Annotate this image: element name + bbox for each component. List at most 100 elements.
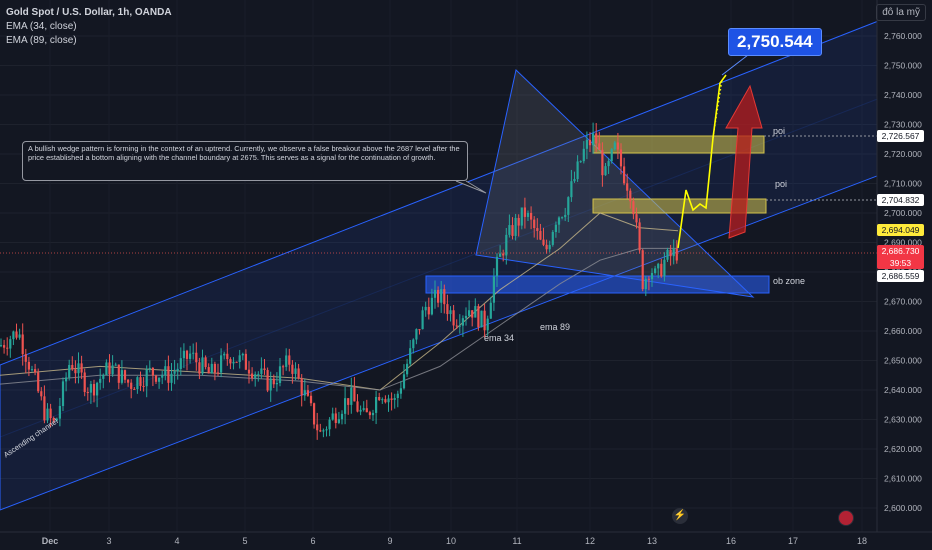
candle-body[interactable] <box>263 368 266 371</box>
candle-body[interactable] <box>570 181 573 198</box>
candle-body[interactable] <box>595 133 598 144</box>
candle-body[interactable] <box>613 142 616 150</box>
candle-body[interactable] <box>650 272 654 280</box>
candle-body[interactable] <box>260 368 263 374</box>
candle-body[interactable] <box>176 369 179 372</box>
candle-body[interactable] <box>65 377 68 382</box>
candle-body[interactable] <box>582 148 585 162</box>
candle-body[interactable] <box>585 139 588 149</box>
candle-body[interactable] <box>663 259 666 277</box>
target-price-label[interactable]: 2,750.544 <box>728 28 822 56</box>
candle-body[interactable] <box>567 197 570 215</box>
candle-body[interactable] <box>182 350 185 359</box>
candle-body[interactable] <box>216 372 220 374</box>
candle-body[interactable] <box>46 408 49 421</box>
candle-body[interactable] <box>6 347 9 349</box>
candle-body[interactable] <box>347 398 350 405</box>
candle-body[interactable] <box>257 373 260 375</box>
candle-body[interactable] <box>576 161 579 180</box>
candle-body[interactable] <box>598 143 601 150</box>
candle-body[interactable] <box>468 310 471 316</box>
candle-body[interactable] <box>666 249 669 260</box>
candle-body[interactable] <box>167 366 170 383</box>
candle-body[interactable] <box>55 418 58 421</box>
candle-body[interactable] <box>461 318 464 326</box>
candle-body[interactable] <box>303 390 306 396</box>
candle-body[interactable] <box>27 361 30 370</box>
candle-body[interactable] <box>492 276 495 303</box>
candle-body[interactable] <box>626 183 629 191</box>
candle-body[interactable] <box>440 289 443 303</box>
ema34-legend[interactable]: EMA (34, close) <box>6 21 77 32</box>
candle-body[interactable] <box>204 357 207 368</box>
candle-body[interactable] <box>672 248 675 257</box>
candle-body[interactable] <box>161 375 164 378</box>
candle-body[interactable] <box>452 310 455 326</box>
candle-body[interactable] <box>657 263 660 269</box>
candle-body[interactable] <box>449 310 452 315</box>
candle-body[interactable] <box>92 384 96 396</box>
candle-body[interactable] <box>557 217 561 225</box>
candle-body[interactable] <box>158 377 161 382</box>
candle-body[interactable] <box>635 214 638 223</box>
candle-body[interactable] <box>632 201 635 215</box>
candle-body[interactable] <box>195 352 198 363</box>
candle-body[interactable] <box>638 222 641 251</box>
candle-body[interactable] <box>99 378 102 383</box>
candle-body[interactable] <box>111 365 114 375</box>
candle-body[interactable] <box>220 355 223 373</box>
candle-body[interactable] <box>288 355 291 365</box>
candle-body[interactable] <box>300 378 303 396</box>
candle-body[interactable] <box>334 413 337 423</box>
candle-body[interactable] <box>80 363 83 373</box>
candle-body[interactable] <box>508 225 511 235</box>
candle-body[interactable] <box>254 374 257 378</box>
candle-body[interactable] <box>291 364 294 374</box>
candle-body[interactable] <box>251 373 254 378</box>
candle-body[interactable] <box>179 358 182 370</box>
candle-body[interactable] <box>294 368 297 374</box>
candle-body[interactable] <box>83 372 86 393</box>
candle-body[interactable] <box>12 331 15 340</box>
candle-body[interactable] <box>74 369 77 374</box>
candle-body[interactable] <box>201 357 204 374</box>
candle-body[interactable] <box>71 364 74 370</box>
candle-body[interactable] <box>40 391 43 397</box>
candle-body[interactable] <box>393 398 396 400</box>
candle-body[interactable] <box>365 408 368 413</box>
candle-body[interactable] <box>86 392 89 394</box>
candle-body[interactable] <box>514 217 517 236</box>
candle-body[interactable] <box>474 306 477 318</box>
candle-body[interactable] <box>415 329 418 340</box>
candle-body[interactable] <box>235 361 238 363</box>
candle-body[interactable] <box>375 396 378 413</box>
candle-body[interactable] <box>306 390 309 396</box>
candle-body[interactable] <box>588 139 592 146</box>
candle-body[interactable] <box>629 190 632 202</box>
candle-body[interactable] <box>185 350 189 359</box>
candle-body[interactable] <box>151 367 154 376</box>
candle-body[interactable] <box>173 371 176 374</box>
ema34-line[interactable] <box>0 212 679 391</box>
candle-body[interactable] <box>356 401 359 412</box>
candle-body[interactable] <box>601 149 604 176</box>
ema89-legend[interactable]: EMA (89, close) <box>6 35 77 46</box>
candle-body[interactable] <box>269 378 272 391</box>
us-flag-icon[interactable] <box>838 510 854 526</box>
candle-body[interactable] <box>409 348 412 364</box>
candle-body[interactable] <box>34 369 37 373</box>
candle-body[interactable] <box>189 353 192 359</box>
candle-body[interactable] <box>192 352 195 354</box>
candle-body[interactable] <box>437 289 440 303</box>
candle-body[interactable] <box>371 412 375 416</box>
candle-body[interactable] <box>15 331 18 338</box>
candle-body[interactable] <box>313 403 316 425</box>
candle-body[interactable] <box>520 207 523 226</box>
candle-body[interactable] <box>644 278 647 290</box>
candle-body[interactable] <box>353 387 356 402</box>
candle-body[interactable] <box>123 370 127 380</box>
candle-body[interactable] <box>669 249 672 257</box>
candle-body[interactable] <box>154 375 158 382</box>
candle-body[interactable] <box>477 306 480 328</box>
candle-body[interactable] <box>68 364 71 378</box>
